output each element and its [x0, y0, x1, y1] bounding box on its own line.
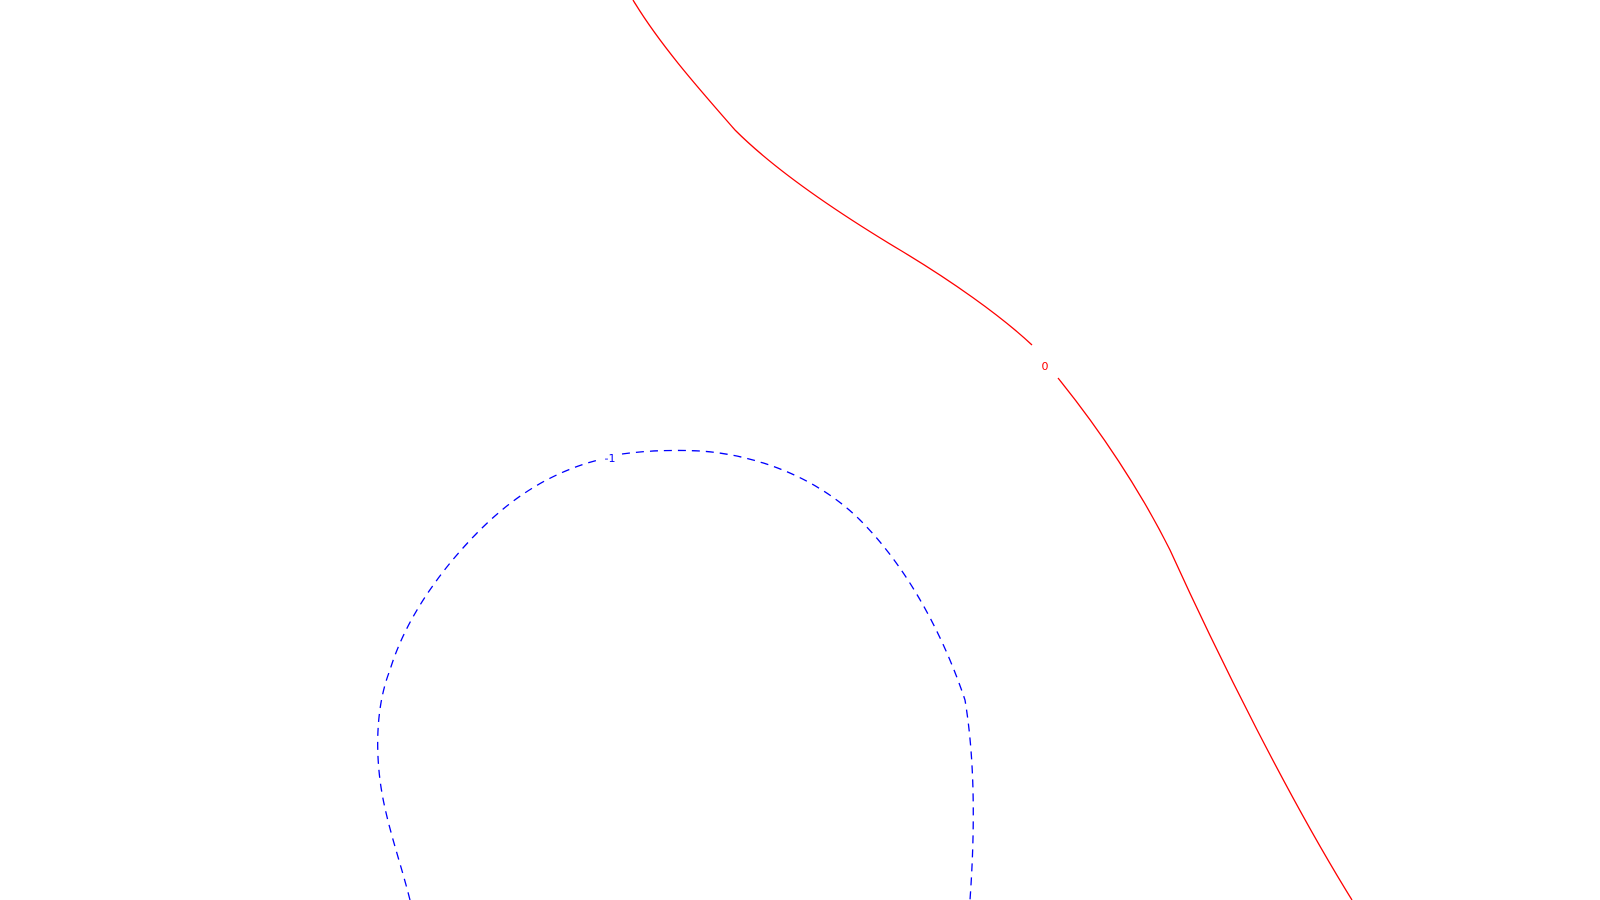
contour-label-minus-one: -1	[605, 452, 616, 465]
contour-line-zero	[632, 0, 1353, 900]
contour-label-zero: 0	[1042, 360, 1049, 373]
contour-line-minus-one	[377, 449, 974, 900]
